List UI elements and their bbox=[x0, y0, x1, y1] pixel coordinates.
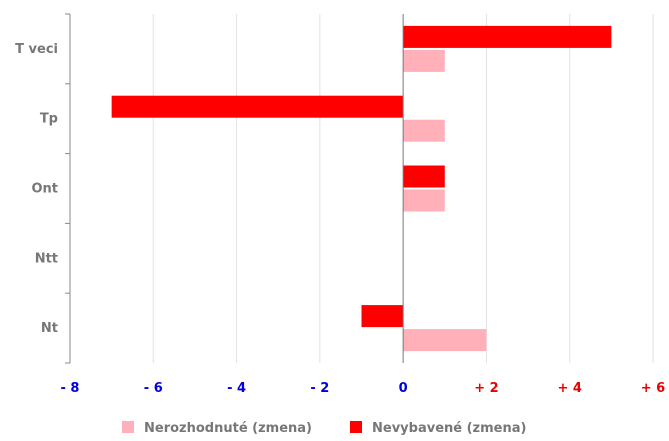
bar-nerozhodnute bbox=[403, 119, 445, 142]
bar-nevybavene bbox=[403, 25, 612, 48]
legend: Nerozhodnuté (zmena) Nevybavené (zmena) bbox=[122, 421, 526, 436]
category-label: T veci bbox=[15, 42, 58, 57]
bar-nerozhodnute bbox=[403, 189, 445, 212]
legend-swatch bbox=[122, 421, 134, 433]
x-tick-label: + 4 bbox=[557, 381, 581, 396]
x-tick-label: - 8 bbox=[61, 381, 80, 396]
bar-nerozhodnute bbox=[403, 49, 445, 72]
bar-nevybavene bbox=[361, 305, 404, 328]
x-tick-label: + 6 bbox=[641, 381, 665, 396]
axes bbox=[65, 13, 404, 364]
category-label: Ntt bbox=[35, 251, 58, 266]
bar-nerozhodnute bbox=[403, 329, 487, 352]
x-tick-label: 0 bbox=[399, 381, 408, 396]
gridlines bbox=[152, 14, 654, 363]
category-labels: T veci Tp Ont Ntt Nt bbox=[15, 42, 58, 336]
legend-label: Nerozhodnuté (zmena) bbox=[144, 421, 312, 436]
x-tick-label: - 2 bbox=[310, 381, 329, 396]
x-tick-label: - 4 bbox=[227, 381, 246, 396]
x-tick-label: - 6 bbox=[144, 381, 163, 396]
category-label: Ont bbox=[31, 182, 58, 197]
legend-swatch bbox=[350, 421, 362, 433]
legend-label: Nevybavené (zmena) bbox=[372, 421, 526, 436]
x-tick-label: + 2 bbox=[474, 381, 498, 396]
bar-nevybavene bbox=[111, 95, 404, 118]
bar-nevybavene bbox=[403, 165, 445, 188]
category-label: Nt bbox=[41, 321, 58, 336]
bars bbox=[111, 25, 612, 352]
category-label: Tp bbox=[40, 112, 58, 127]
x-tick-labels: - 8 - 6 - 4 - 2 0 + 2 + 4 + 6 bbox=[61, 381, 666, 396]
